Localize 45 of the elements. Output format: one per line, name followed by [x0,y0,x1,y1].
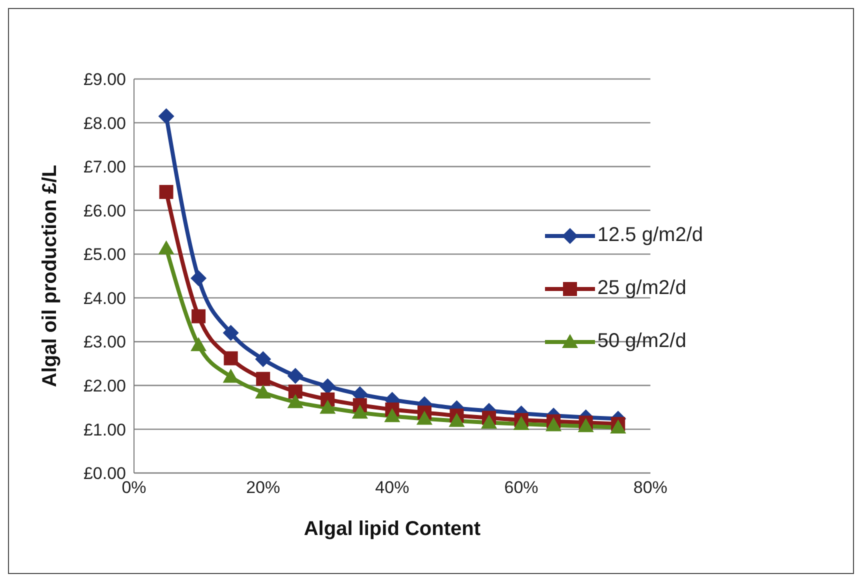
point [222,368,239,383]
point [481,414,498,429]
point [190,337,207,352]
point [546,417,562,432]
point [448,412,465,427]
x-tick-label: 80% [633,478,668,498]
point [416,410,432,425]
y-tick-label: £6.00 [83,201,126,220]
x-tick-label: 40% [375,478,410,498]
x-tick-label: 20% [246,478,280,498]
y-tick-label: £1.00 [83,420,126,440]
legend-label: 12.5 g/m2/d [597,224,703,247]
point [190,270,207,286]
y-tick-label: £5.00 [83,245,126,264]
legend-label: 25 g/m2/d [597,277,686,300]
x-axis-title: Algal lipid Content [304,518,481,540]
point [255,384,272,398]
point [610,419,626,434]
point [352,404,368,419]
y-tick-label: £4.00 [83,288,126,308]
y-tick-label: £7.00 [83,158,126,177]
point [578,418,594,432]
y-axis-title: Algal oil production £/L [39,164,62,388]
legend-label: 50 g/m2/d [597,330,686,353]
point [288,384,302,399]
point [384,408,400,422]
point [159,184,174,199]
y-tick-label: £3.00 [83,332,126,352]
point [513,416,530,430]
y-tick-label: £9.00 [83,70,126,90]
point [158,240,174,254]
point [320,400,336,414]
point [287,394,304,408]
point [255,351,272,368]
point [224,351,238,366]
y-tick-label: £8.00 [83,114,126,133]
point [158,108,174,124]
point [287,368,304,384]
x-tick-label: 0% [122,478,146,498]
point [320,378,336,394]
x-tick-label: 60% [504,478,538,498]
point [192,309,206,324]
point [256,372,270,386]
point [222,324,239,341]
y-tick-label: £2.00 [83,376,126,396]
